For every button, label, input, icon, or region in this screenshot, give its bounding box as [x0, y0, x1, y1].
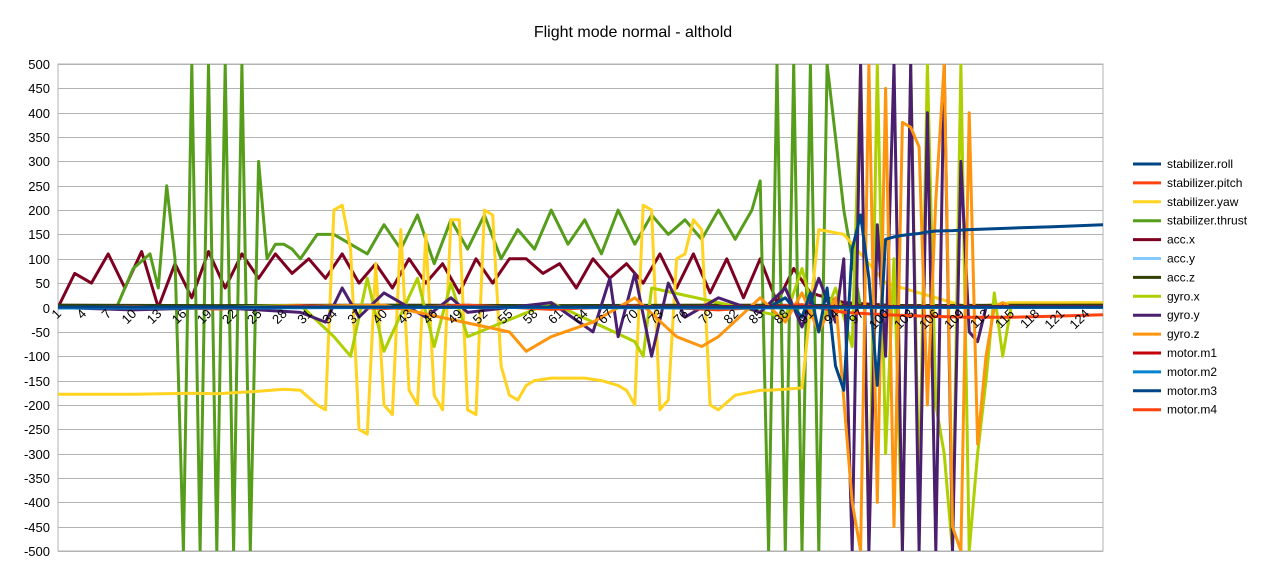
y-tick-label: -250	[24, 422, 50, 437]
y-tick-label: 150	[28, 227, 50, 242]
y-tick-label: 0	[43, 301, 50, 316]
y-tick-label: 500	[28, 57, 50, 72]
legend-label: acc.z	[1167, 270, 1195, 284]
series-line-stabilizer-thrust	[58, 64, 1103, 551]
legend-label: motor.m4	[1167, 403, 1217, 417]
y-tick-label: -500	[24, 544, 50, 559]
x-tick-label: 112	[967, 306, 992, 331]
y-tick-label: 300	[28, 154, 50, 169]
legend-label: gyro.x	[1167, 289, 1200, 303]
series-line-gyro-y	[58, 64, 1103, 551]
y-tick-label: -150	[24, 374, 50, 389]
y-tick-label: -100	[24, 349, 50, 364]
y-tick-label: -400	[24, 495, 50, 510]
legend-label: motor.m1	[1167, 346, 1217, 360]
x-tick-label: 118	[1017, 306, 1042, 331]
y-tick-label: -50	[31, 325, 50, 340]
series-line-acc-x	[58, 250, 1103, 309]
legend-label: motor.m2	[1167, 365, 1217, 379]
y-tick-label: -200	[24, 398, 50, 413]
y-tick-label: 450	[28, 81, 50, 96]
legend-label: stabilizer.yaw	[1167, 195, 1239, 209]
y-tick-label: 400	[28, 106, 50, 121]
legend-label: acc.x	[1167, 233, 1195, 247]
series-line-stabilizer-yaw	[58, 203, 1103, 436]
legend-label: gyro.z	[1167, 327, 1200, 341]
y-tick-label: -300	[24, 447, 50, 462]
y-tick-label: 250	[28, 179, 50, 194]
legend-label: stabilizer.thrust	[1167, 214, 1248, 228]
legend-label: stabilizer.pitch	[1167, 176, 1242, 190]
legend-label: acc.y	[1167, 252, 1195, 266]
y-axis: -500-450-400-350-300-250-200-150-100-500…	[24, 57, 50, 559]
series-line-gyro-z	[58, 64, 1103, 551]
y-tick-label: 50	[36, 276, 50, 291]
x-tick-label: 124	[1066, 306, 1092, 332]
y-tick-label: 200	[28, 203, 50, 218]
y-tick-label: 100	[28, 252, 50, 267]
y-tick-label: 350	[28, 130, 50, 145]
legend-label: gyro.y	[1167, 308, 1200, 322]
chart-title: Flight mode normal - althold	[534, 24, 732, 41]
y-tick-label: -450	[24, 520, 50, 535]
x-tick-label: 121	[1041, 306, 1067, 332]
legend-label: stabilizer.roll	[1167, 157, 1233, 171]
legend-label: motor.m3	[1167, 384, 1217, 398]
x-tick-label: 109	[941, 306, 967, 332]
x-tick-label: 106	[916, 306, 942, 332]
legend: stabilizer.roll stabilizer.pitch stabilize…	[1133, 157, 1248, 417]
series-group	[58, 64, 1103, 551]
y-tick-label: -350	[24, 471, 50, 486]
